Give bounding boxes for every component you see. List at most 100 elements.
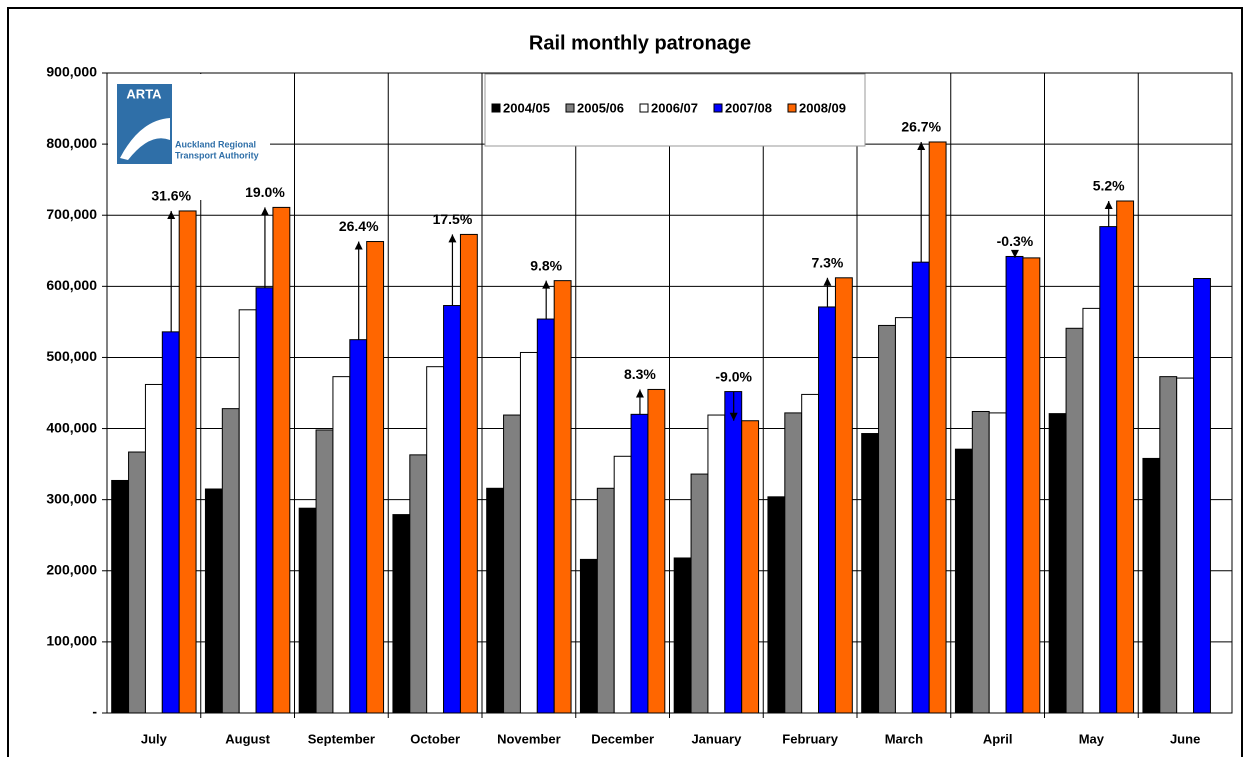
change-label: 17.5% bbox=[433, 211, 473, 227]
arrow-head bbox=[917, 141, 926, 150]
x-tick-label: April bbox=[983, 731, 1013, 746]
bar bbox=[1065, 327, 1084, 714]
y-tick-label: 800,000 bbox=[46, 135, 97, 151]
x-tick-label: December bbox=[591, 731, 654, 746]
bar bbox=[1159, 376, 1178, 714]
bar bbox=[596, 487, 615, 714]
bar bbox=[1099, 226, 1118, 714]
arrow-head bbox=[167, 210, 176, 219]
change-label: 26.7% bbox=[901, 119, 941, 135]
y-tick-label: 200,000 bbox=[46, 561, 97, 577]
bar bbox=[204, 488, 223, 714]
x-tick-label: May bbox=[1079, 731, 1105, 746]
change-label: 9.8% bbox=[530, 257, 562, 273]
bar bbox=[332, 376, 351, 714]
bar bbox=[366, 241, 385, 714]
change-label: 26.4% bbox=[339, 218, 379, 234]
bar bbox=[409, 454, 428, 714]
bar bbox=[741, 420, 760, 714]
bar bbox=[928, 141, 947, 714]
legend-swatch bbox=[491, 103, 501, 113]
y-tick-label: 600,000 bbox=[46, 277, 97, 293]
bar bbox=[255, 287, 274, 714]
arrow-head bbox=[729, 412, 738, 421]
bar bbox=[834, 277, 853, 714]
bar bbox=[1193, 278, 1211, 714]
bar bbox=[1116, 200, 1135, 714]
logo-swoosh bbox=[120, 118, 170, 160]
bar bbox=[486, 487, 505, 714]
bar bbox=[349, 339, 368, 714]
bar bbox=[272, 206, 291, 714]
bar bbox=[144, 383, 163, 714]
x-tick-label: August bbox=[225, 731, 270, 746]
bar bbox=[1142, 457, 1161, 714]
x-tick-label: July bbox=[141, 731, 168, 746]
y-tick-label: 900,000 bbox=[46, 64, 97, 80]
bar bbox=[673, 557, 692, 714]
x-tick-label: November bbox=[497, 731, 561, 746]
bar bbox=[238, 309, 257, 714]
x-tick-label: February bbox=[782, 731, 838, 746]
y-tick-label: 500,000 bbox=[46, 348, 97, 364]
bar bbox=[536, 318, 555, 714]
bar bbox=[894, 317, 913, 714]
legend-box bbox=[484, 73, 866, 147]
change-label: 31.6% bbox=[151, 188, 191, 204]
y-tick-label: 100,000 bbox=[46, 633, 97, 649]
bar bbox=[111, 479, 130, 714]
bar bbox=[128, 451, 146, 714]
bar bbox=[988, 412, 1007, 714]
arrow-head bbox=[260, 207, 269, 216]
bar bbox=[630, 413, 649, 714]
legend-label: 2006/07 bbox=[651, 100, 698, 115]
bar bbox=[443, 305, 461, 714]
y-tick-label: 300,000 bbox=[46, 490, 97, 506]
change-label: 7.3% bbox=[811, 255, 843, 271]
logo-line2: Transport Authority bbox=[175, 150, 259, 160]
bar bbox=[818, 306, 836, 714]
bar bbox=[971, 410, 990, 714]
y-tick-label: 700,000 bbox=[46, 206, 97, 222]
bar bbox=[1022, 257, 1041, 714]
legend-swatch bbox=[639, 103, 649, 113]
y-tick-label: - bbox=[92, 704, 97, 720]
x-tick-label: June bbox=[1170, 731, 1200, 746]
arrow-head bbox=[1010, 249, 1019, 258]
bar bbox=[459, 233, 478, 714]
bar bbox=[954, 448, 973, 714]
bar bbox=[221, 408, 240, 714]
bar bbox=[579, 558, 598, 714]
bar bbox=[315, 429, 334, 714]
bar bbox=[553, 280, 572, 714]
change-label: -0.3% bbox=[997, 233, 1034, 249]
bar bbox=[801, 393, 820, 714]
bar bbox=[1082, 307, 1101, 714]
bar bbox=[690, 473, 709, 714]
legend-swatch bbox=[787, 103, 797, 113]
bar bbox=[784, 412, 803, 714]
bar bbox=[298, 507, 317, 714]
x-tick-label: October bbox=[410, 731, 460, 746]
bar bbox=[724, 391, 743, 714]
change-label: 5.2% bbox=[1093, 178, 1125, 194]
bar bbox=[767, 496, 786, 714]
bar bbox=[647, 388, 666, 714]
legend-label: 2005/06 bbox=[577, 100, 624, 115]
bar bbox=[613, 455, 632, 714]
bar bbox=[1176, 377, 1195, 714]
legend-swatch bbox=[565, 103, 575, 113]
bar bbox=[503, 414, 521, 714]
bar bbox=[161, 331, 180, 714]
x-tick-label: March bbox=[885, 731, 923, 746]
bar bbox=[1005, 255, 1024, 714]
y-tick-label: 400,000 bbox=[46, 419, 97, 435]
bar bbox=[707, 414, 726, 714]
legend-label: 2004/05 bbox=[503, 100, 550, 115]
logo-name: ARTA bbox=[126, 86, 162, 101]
bar bbox=[519, 351, 538, 714]
bar bbox=[178, 210, 197, 714]
change-label: -9.0% bbox=[715, 368, 752, 384]
